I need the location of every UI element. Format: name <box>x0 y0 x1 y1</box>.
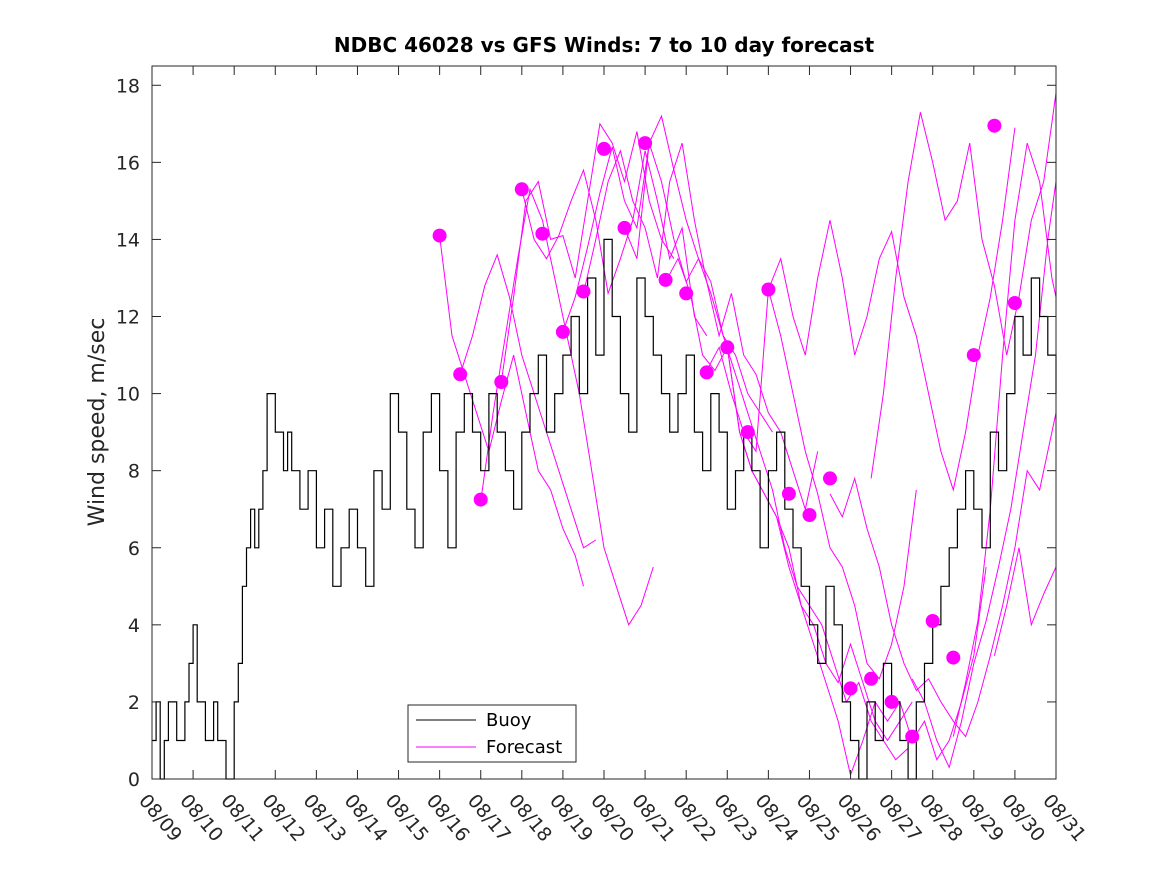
forecast-line-7 <box>624 142 909 761</box>
forecast-marker-26 <box>966 348 981 363</box>
forecast-line-1 <box>459 253 597 549</box>
forecast-marker-18 <box>802 508 817 522</box>
forecast-line-6 <box>583 142 819 512</box>
forecast-marker-12 <box>679 286 694 301</box>
forecast-marker-10 <box>638 136 653 151</box>
forecast-line-16 <box>993 547 1057 656</box>
forecast-marker-21 <box>864 671 879 686</box>
forecast-marker-1 <box>453 367 468 382</box>
legend-label-forecast: Forecast <box>486 737 562 758</box>
y-tick-label: 12 <box>116 307 140 329</box>
y-tick-label: 18 <box>116 75 140 97</box>
legend-label-buoy: Buoy <box>486 710 532 731</box>
forecast-marker-4 <box>514 182 529 197</box>
legend: Buoy Forecast <box>407 704 577 763</box>
forecast-marker-3 <box>494 375 509 389</box>
forecast-line-12 <box>829 412 1057 738</box>
y-tick-label: 6 <box>128 538 140 560</box>
forecast-marker-20 <box>843 681 858 696</box>
forecast-marker-11 <box>658 272 673 287</box>
forecast-line-15 <box>952 142 1057 737</box>
forecast-marker-13 <box>699 365 714 380</box>
y-tick-label: 0 <box>128 769 140 791</box>
forecast-marker-16 <box>761 282 776 297</box>
forecast-marker-0 <box>432 228 447 243</box>
forecast-line-9 <box>706 289 917 680</box>
y-tick-label: 2 <box>128 692 140 714</box>
forecast-line-14 <box>911 181 1057 769</box>
forecast-line-11 <box>767 127 1016 492</box>
forecast-marker-5 <box>535 226 550 241</box>
forecast-marker-2 <box>473 492 488 507</box>
chart-title: NDBC 46028 vs GFS Winds: 7 to 10 day for… <box>334 33 875 57</box>
y-tick-label: 16 <box>116 152 140 174</box>
y-axis-ticks: 0 2 4 6 8 10 12 14 16 18 <box>116 75 1056 791</box>
forecast-marker-23 <box>905 729 920 744</box>
forecast-marker-19 <box>823 471 837 486</box>
legend-box <box>407 704 577 763</box>
y-tick-label: 4 <box>128 615 140 637</box>
forecast-marker-9 <box>617 220 632 235</box>
forecast-marker-6 <box>555 324 570 339</box>
marker-layer <box>432 118 1022 744</box>
plot-background <box>152 66 1056 779</box>
forecast-marker-25 <box>946 650 961 665</box>
y-tick-label: 10 <box>116 384 140 406</box>
forecast-marker-17 <box>781 486 796 501</box>
forecast-marker-28 <box>1007 296 1022 310</box>
forecast-marker-14 <box>720 340 735 355</box>
forecast-line-13 <box>870 92 1057 479</box>
y-axis-label: Wind speed, m/sec <box>85 318 110 527</box>
forecast-marker-8 <box>597 141 611 156</box>
forecast-line-10 <box>726 347 987 777</box>
y-tick-label: 8 <box>128 461 140 483</box>
forecast-marker-27 <box>987 118 1002 133</box>
forecast-line-4 <box>521 150 708 337</box>
forecast-marker-22 <box>884 694 899 709</box>
series-layer <box>152 92 1057 780</box>
forecast-marker-24 <box>925 614 940 628</box>
y-tick-label: 14 <box>116 229 140 251</box>
forecast-marker-7 <box>576 284 591 299</box>
forecast-marker-15 <box>740 425 755 440</box>
forecast-line-5 <box>562 114 773 433</box>
forecast-line-8 <box>665 257 913 742</box>
